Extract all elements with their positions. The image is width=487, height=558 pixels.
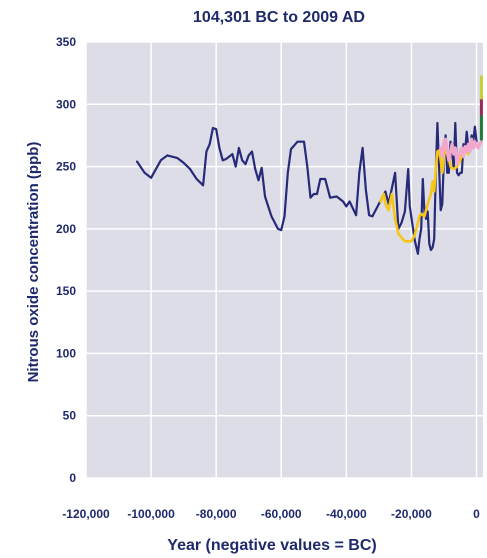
grid: [85, 41, 483, 479]
x-tick-labels: -120,000 -100,000 -80,000 -60,000 -40,000 -20…: [62, 507, 480, 521]
chart-title: 104,301 BC to 2009 AD: [193, 9, 365, 26]
series-layer: [136, 75, 483, 255]
series-line-3: [439, 137, 483, 166]
x-tick-label: -100,000: [127, 507, 175, 521]
x-tick-label: -20,000: [391, 507, 432, 521]
x-tick-label: -60,000: [261, 507, 302, 521]
x-tick-label: 0: [473, 507, 480, 521]
x-tick-label: -80,000: [196, 507, 237, 521]
y-axis-label: Nitrous oxide concentration (ppb): [25, 142, 42, 383]
y-tick-label: 0: [69, 471, 76, 485]
y-tick-label: 200: [56, 222, 76, 236]
x-tick-label: -40,000: [326, 507, 367, 521]
y-tick-labels: 0 50 100 150 200 250 300 350: [56, 35, 76, 485]
y-tick-label: 250: [56, 160, 76, 174]
y-tick-label: 300: [56, 97, 76, 111]
y-tick-label: 150: [56, 284, 76, 298]
x-tick-label: -120,000: [62, 507, 110, 521]
x-axis-label: Year (negative values = BC): [167, 537, 376, 554]
y-tick-label: 50: [63, 409, 77, 423]
y-tick-label: 350: [56, 35, 76, 49]
series-line-2: [379, 146, 470, 243]
plot-background: [86, 42, 483, 478]
y-tick-label: 100: [56, 346, 76, 360]
